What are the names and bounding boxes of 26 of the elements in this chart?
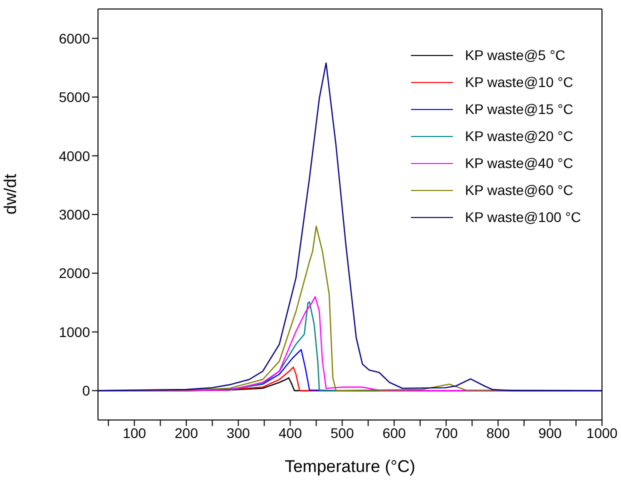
x-tick-label: 300 (226, 424, 250, 441)
legend-label: KP waste@15 °C (464, 100, 574, 119)
legend-label: KP waste@40 °C (464, 154, 574, 173)
y-tick-label: 4000 (58, 148, 90, 164)
x-tick-label: 600 (382, 424, 406, 441)
legend-label: KP waste@60 °C (464, 181, 574, 200)
y-tick-label: 3000 (58, 206, 90, 222)
x-axis-title: Temperature (°C) (284, 457, 416, 476)
y-tick-label: 5000 (58, 89, 90, 106)
legend-label: KP waste@5 °C (464, 46, 566, 65)
x-tick-label: 1000 (586, 424, 618, 441)
x-tick-label: 700 (434, 424, 458, 441)
y-axis-title: dw/dt (1, 174, 20, 214)
y-tick-label: 1000 (58, 324, 90, 340)
legend-label: KP waste@20 °C (464, 127, 574, 146)
x-tick-label: 400 (278, 424, 302, 441)
x-tick-label: 900 (538, 424, 562, 441)
x-tick-label: 800 (486, 424, 510, 441)
x-tick-label: 200 (174, 424, 198, 441)
x-tick-label: 500 (330, 424, 354, 441)
y-tick-label: 6000 (58, 30, 90, 46)
y-tick-label: 0 (82, 382, 90, 399)
legend-label: KP waste@10 °C (464, 73, 574, 92)
legend-label: KP waste@100 °C (464, 208, 581, 227)
x-tick-label: 100 (122, 424, 146, 441)
y-tick-label: 2000 (58, 265, 90, 282)
